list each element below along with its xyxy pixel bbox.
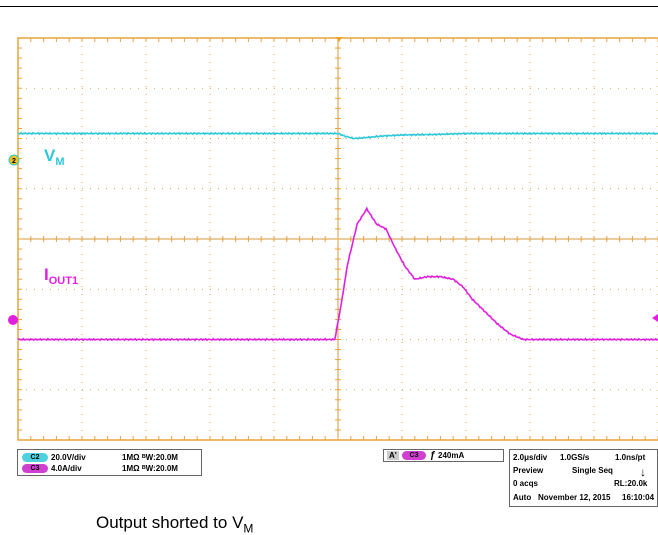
ch2-badge[interactable]: C2 bbox=[22, 453, 48, 462]
series-label-vm: VM bbox=[44, 146, 65, 168]
acq-mode: Preview bbox=[513, 466, 544, 475]
timebase: 2.0μs/div bbox=[513, 453, 548, 462]
trace-labels: VM IOUT1 bbox=[44, 146, 78, 287]
traces bbox=[17, 131, 658, 342]
trigger-source-badge[interactable]: C3 bbox=[402, 451, 426, 460]
acquisition-date: November 12, 2015 bbox=[538, 493, 611, 502]
series-label-iout1: IOUT1 bbox=[44, 265, 78, 287]
ch2-bandwidth: ᴮW:20.0M bbox=[142, 453, 178, 462]
trigger-position-marker bbox=[336, 37, 342, 42]
acquisition-info-panel: 2.0μs/div 1.0GS/s 1.0ns/pt Preview Singl… bbox=[509, 449, 658, 507]
trigger-level-marker bbox=[652, 314, 658, 322]
trigger-info-panel: A' C3 ƒ 240mA bbox=[383, 449, 504, 462]
series-line-iout1 bbox=[17, 206, 658, 342]
ch2-level-marker-label: 2 bbox=[12, 158, 16, 165]
ch2-scale: 20.0V/div bbox=[51, 453, 86, 462]
sample-rate: 1.0GS/s bbox=[560, 453, 590, 462]
top-rule bbox=[0, 6, 658, 7]
trigger-level: 240mA bbox=[438, 451, 465, 460]
sequence-mode: Single Seq bbox=[572, 466, 613, 475]
ch3-bandwidth: ᴮW:20.0M bbox=[142, 464, 178, 473]
graticule-ticks bbox=[17, 37, 658, 441]
ch2-impedance: 1MΩ bbox=[122, 453, 140, 462]
figure-caption: Output shorted to VM bbox=[96, 513, 254, 535]
resolution: 1.0ns/pt bbox=[615, 453, 646, 462]
level-markers: 2 bbox=[8, 37, 658, 325]
ch3-level-marker bbox=[8, 315, 18, 325]
down-arrow-icon: ↓ bbox=[640, 465, 646, 479]
acquisition-count: 0 acqs bbox=[513, 479, 538, 488]
acquisition-time: 16:10:04 bbox=[622, 493, 655, 502]
ch3-badge[interactable]: C3 bbox=[22, 464, 48, 473]
record-length: RL:20.0k bbox=[614, 479, 648, 488]
ch3-impedance: 1MΩ bbox=[122, 464, 140, 473]
graticule bbox=[17, 37, 658, 441]
trigger-a-label: A' bbox=[387, 451, 399, 460]
trigger-slope-icon: ƒ bbox=[430, 450, 436, 461]
series-line-vm bbox=[17, 131, 658, 140]
ch3-scale: 4.0A/div bbox=[51, 464, 82, 473]
ch2-level-marker bbox=[8, 154, 20, 166]
channel-info-panel: C2 20.0V/div 1MΩ ᴮW:20.0M C3 4.0A/div 1M… bbox=[17, 449, 202, 476]
trigger-mode: Auto bbox=[513, 493, 532, 502]
